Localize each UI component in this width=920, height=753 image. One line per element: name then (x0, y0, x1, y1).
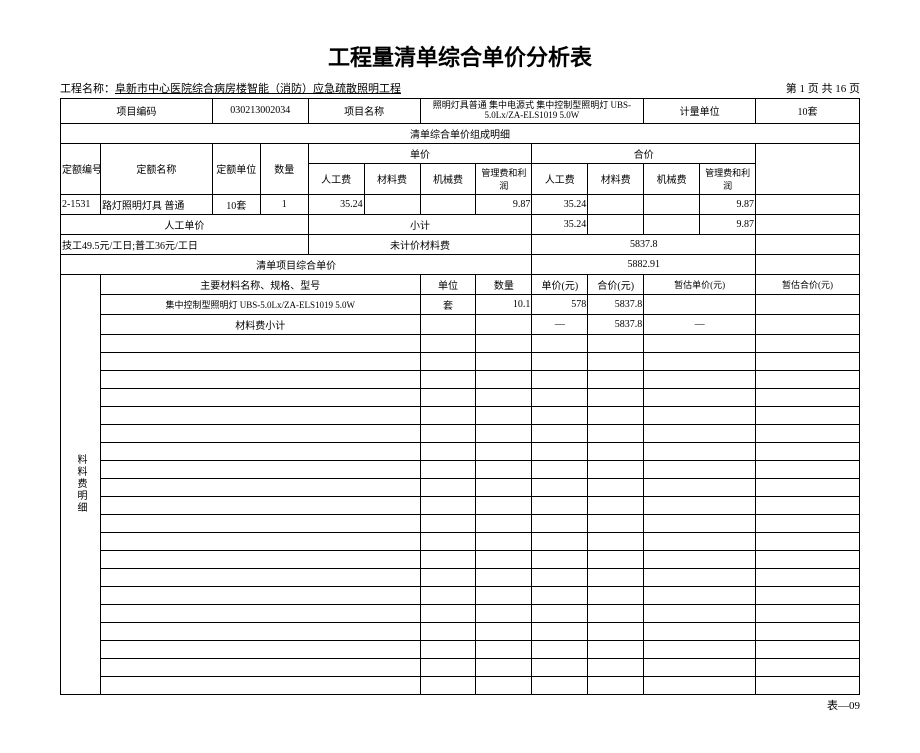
empty-row (61, 532, 860, 550)
empty-row (61, 586, 860, 604)
empty-row (61, 676, 860, 694)
col-tp-material: 材料费 (588, 163, 644, 194)
page-info: 第 1 页 共 16 页 (786, 80, 860, 96)
col-up-machine: 机械费 (420, 163, 476, 194)
row-col-header-1: 定额编号 定额名称 定额单位 数量 单价 合价 (61, 143, 860, 163)
mat-col-name: 主要材料名称、规格、型号 (100, 274, 420, 294)
list-unit-price-label: 清单项目综合单价 (61, 254, 532, 274)
cell-quota-no: 2-1531 (61, 194, 101, 214)
item-code: 030213002034 (212, 99, 308, 124)
row-list-price: 清单项目综合单价 5882.91 (61, 254, 860, 274)
row-data: 2-1531 路灯照明灯具 普通 10套 1 35.24 9.87 35.24 … (61, 194, 860, 214)
row-labor-rate: 技工49.5元/工日;普工36元/工日 未计价材料费 5837.8 (61, 234, 860, 254)
col-tp-machine: 机械费 (644, 163, 700, 194)
mat-subtotal-total: 5837.8 (588, 314, 644, 334)
col-up-labor: 人工费 (308, 163, 364, 194)
project-label: 工程名称： (60, 83, 115, 95)
cell-tp-mgmt: 9.87 (700, 194, 756, 214)
section-header: 清单综合单价组成明细 (61, 123, 860, 143)
item-code-label: 项目编码 (61, 99, 213, 124)
subtotal-labor: 35.24 (532, 214, 588, 234)
col-quota-name: 定额名称 (100, 143, 212, 194)
empty-row (61, 442, 860, 460)
subtotal-mgmt: 9.87 (700, 214, 756, 234)
col-quota-unit: 定额单位 (212, 143, 260, 194)
empty-row (61, 622, 860, 640)
mat-sub-dash1: — (532, 314, 588, 334)
row-material-header: 料料费明细 主要材料名称、规格、型号 单位 数量 单价(元) 合价(元) 暂估单… (61, 274, 860, 294)
mat-unit: 套 (420, 294, 476, 314)
cell-tp-machine (644, 194, 700, 214)
item-name-label: 项目名称 (308, 99, 420, 124)
labor-rate: 技工49.5元/工日;普工36元/工日 (61, 234, 309, 254)
footer: 表—09 (60, 697, 860, 713)
mat-price: 578 (532, 294, 588, 314)
col-total-price: 合价 (532, 143, 756, 163)
mat-col-qty: 数量 (476, 274, 532, 294)
row-item-header: 项目编码 030213002034 项目名称 照明灯具普通 集中电源式 集中控制… (61, 99, 860, 124)
cell-quantity: 1 (260, 194, 308, 214)
mat-col-est-total: 暂估合价(元) (756, 274, 860, 294)
labor-unit-price-label: 人工单价 (61, 214, 309, 234)
cell-up-machine (420, 194, 476, 214)
col-quota-no: 定额编号 (61, 143, 101, 194)
empty-row (61, 460, 860, 478)
empty-row (61, 334, 860, 352)
col-quantity: 数量 (260, 143, 308, 194)
col-unit-price: 单价 (308, 143, 532, 163)
mat-qty: 10.1 (476, 294, 532, 314)
mat-sub-dash2: — (644, 314, 756, 334)
mat-col-unit: 单位 (420, 274, 476, 294)
list-unit-price: 5882.91 (532, 254, 756, 274)
empty-row (61, 604, 860, 622)
empty-row (61, 550, 860, 568)
empty-row (61, 514, 860, 532)
unpriced-material-label: 未计价材料费 (308, 234, 532, 254)
unit-value: 10套 (756, 99, 860, 124)
empty-row (61, 568, 860, 586)
empty-row (61, 370, 860, 388)
page-title: 工程量清单综合单价分析表 (60, 40, 860, 72)
col-tp-mgmt: 管理费和利润 (700, 163, 756, 194)
cell-up-labor: 35.24 (308, 194, 364, 214)
subtotal-label: 小计 (308, 214, 532, 234)
row-labor-price: 人工单价 小计 35.24 9.87 (61, 214, 860, 234)
main-table: 项目编码 030213002034 项目名称 照明灯具普通 集中电源式 集中控制… (60, 98, 860, 695)
mat-col-est-price: 暂估单价(元) (644, 274, 756, 294)
cell-quota-unit: 10套 (212, 194, 260, 214)
mat-total: 5837.8 (588, 294, 644, 314)
empty-row (61, 658, 860, 676)
unit-label: 计量单位 (644, 99, 756, 124)
mat-subtotal-label: 材料费小计 (100, 314, 420, 334)
col-tp-labor: 人工费 (532, 163, 588, 194)
header-row: 工程名称：阜新市中心医院综合病房楼智能（消防）应急疏散照明工程 第 1 页 共 … (60, 80, 860, 96)
item-name: 照明灯具普通 集中电源式 集中控制型照明灯 UBS-5.0Lx/ZA-ELS10… (420, 99, 644, 124)
mat-col-total: 合价(元) (588, 274, 644, 294)
empty-row (61, 478, 860, 496)
empty-row (61, 406, 860, 424)
unpriced-material: 5837.8 (532, 234, 756, 254)
empty-row (61, 352, 860, 370)
empty-row (61, 496, 860, 514)
col-up-mgmt: 管理费和利润 (476, 163, 532, 194)
cell-up-mgmt: 9.87 (476, 194, 532, 214)
empty-row (61, 640, 860, 658)
row-material-data: 集中控制型照明灯 UBS-5.0Lx/ZA-ELS1019 5.0W 套 10.… (61, 294, 860, 314)
cell-tp-labor: 35.24 (532, 194, 588, 214)
project-name: 阜新市中心医院综合病房楼智能（消防）应急疏散照明工程 (115, 83, 401, 95)
cell-tp-material (588, 194, 644, 214)
empty-row (61, 388, 860, 406)
material-detail-label: 料料费明细 (61, 274, 101, 694)
empty-row (61, 424, 860, 442)
mat-col-price: 单价(元) (532, 274, 588, 294)
cell-up-material (364, 194, 420, 214)
row-section-header: 清单综合单价组成明细 (61, 123, 860, 143)
cell-quota-name: 路灯照明灯具 普通 (100, 194, 212, 214)
row-material-subtotal: 材料费小计 — 5837.8 — (61, 314, 860, 334)
col-up-material: 材料费 (364, 163, 420, 194)
mat-name: 集中控制型照明灯 UBS-5.0Lx/ZA-ELS1019 5.0W (100, 294, 420, 314)
